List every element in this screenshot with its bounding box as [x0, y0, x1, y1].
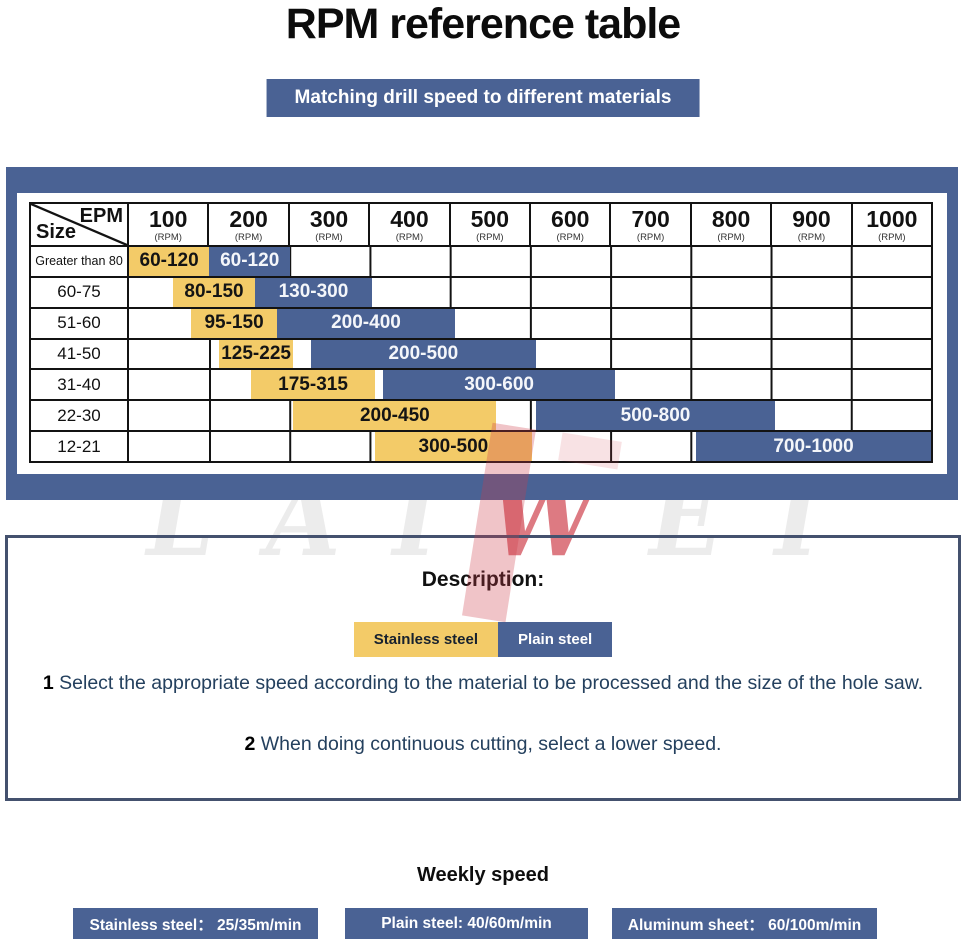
speed-bar-stainless: 80-150: [173, 277, 255, 307]
column-rpm-value: 700: [631, 206, 670, 232]
speed-bar-stainless: 175-315: [250, 370, 376, 400]
row-bars-area: 95-150 200-400: [129, 308, 931, 338]
column-header-700: 700 (RPM): [609, 204, 689, 245]
table-corner-cell: EPM Size: [31, 204, 129, 245]
column-rpm-unit: (RPM): [878, 232, 906, 243]
table-row-51-60: 51-60 95-150 200-400: [31, 308, 931, 340]
column-rpm-unit: (RPM): [315, 232, 343, 243]
speed-bar-stainless: 95-150: [190, 308, 278, 338]
column-header-800: 800 (RPM): [689, 204, 770, 245]
column-rpm-value: 900: [792, 206, 831, 232]
column-rpm-unit: (RPM): [395, 232, 424, 243]
speed-bar-plain: 300-600: [383, 370, 615, 400]
speed-bar-plain: 200-500: [311, 339, 536, 369]
legend: Stainless steel Plain steel: [8, 622, 958, 657]
weekly-speed-heading: Weekly speed: [417, 864, 549, 886]
table-row-41-50: 41-50 125-225 200-500: [31, 339, 931, 371]
subtitle-banner: Matching drill speed to different materi…: [266, 79, 700, 117]
row-size-label: 51-60: [31, 308, 129, 338]
table-body: Greater than 80 60-120 60-120 60-75 80-150 13…: [31, 247, 931, 462]
column-header-100: 100 (RPM): [129, 204, 207, 245]
column-rpm-unit: (RPM): [154, 232, 182, 243]
note-2-number: 2: [244, 733, 256, 755]
column-rpm-value: 600: [551, 206, 590, 232]
column-rpm-unit: (RPM): [797, 232, 826, 243]
row-bars-area: 125-225 200-500: [129, 339, 931, 369]
page-title: RPM reference table: [285, 0, 681, 48]
legend-chip-plain-steel: Plain steel: [498, 622, 613, 657]
column-rpm-value: 100: [149, 206, 188, 232]
column-rpm-value: 500: [470, 206, 510, 232]
weekly-chip-2: Plain steel: 40/60m/min: [345, 908, 588, 939]
description-box: Description: Stainless steel Plain steel…: [5, 535, 961, 801]
row-size-label: Greater than 80: [31, 247, 129, 276]
column-header-500: 500 (RPM): [448, 204, 529, 245]
table-row-60-75: 60-75 80-150 130-300: [31, 277, 931, 309]
column-header-300: 300 (RPM): [287, 204, 368, 245]
column-header-900: 900 (RPM): [770, 204, 850, 245]
table-row-greater-than-80: Greater than 80 60-120 60-120: [31, 247, 931, 278]
diagonal-divider-line: [31, 204, 127, 245]
corner-label-size: Size: [36, 221, 77, 243]
column-rpm-value: 200: [229, 206, 268, 232]
table-row-22-30: 22-30 200-450 500-800: [31, 401, 931, 433]
column-header-200: 200 (RPM): [207, 204, 287, 245]
legend-chip-stainless-steel: Stainless steel: [353, 622, 499, 657]
note-2: 2 When doing continuous cutting, select …: [8, 733, 958, 756]
weekly-chip-1: Stainless steel： 25/35m/min: [73, 908, 318, 939]
speed-bar-plain: 500-800: [536, 401, 775, 431]
note-1-number: 1: [42, 672, 54, 694]
column-rpm-unit: (RPM): [476, 232, 504, 243]
table-header-row: EPM Size 100 (RPM) 200 (RPM) 300 (RPM) 400 (RPM…: [31, 204, 931, 247]
column-header-1000: 1000 (RPM): [850, 204, 931, 245]
note-1-text: Select the appropriate speed according t…: [59, 672, 924, 694]
column-rpm-value: 800: [711, 206, 751, 232]
column-rpm-value: 1000: [866, 206, 918, 232]
row-size-label: 31-40: [31, 370, 129, 400]
row-bars-area: 175-315 300-600: [129, 370, 931, 400]
rpm-table-frame: EPM Size 100 (RPM) 200 (RPM) 300 (RPM) 400 (RPM…: [6, 167, 958, 500]
row-size-label: 12-21: [31, 432, 129, 462]
speed-bar-stainless: 200-450: [293, 401, 497, 431]
row-bars-area: 80-150 130-300: [129, 277, 931, 307]
speed-bar-stainless: 125-225: [218, 339, 294, 369]
column-rpm-unit: (RPM): [234, 232, 263, 243]
speed-bar-stainless: 60-120: [129, 247, 210, 276]
row-size-label: 22-30: [31, 401, 129, 431]
row-bars-area: 300-500 700-1000: [129, 432, 931, 462]
column-rpm-value: 300: [309, 206, 349, 232]
row-bars-area: 200-450 500-800: [129, 401, 931, 431]
row-bars-area: 60-120 60-120: [129, 247, 931, 276]
corner-label-epm: EPM: [79, 205, 123, 227]
speed-bar-plain: 60-120: [209, 247, 291, 276]
description-heading: Description:: [421, 568, 545, 591]
rpm-table: EPM Size 100 (RPM) 200 (RPM) 300 (RPM) 400 (RPM…: [29, 202, 933, 463]
weekly-speed-chips: Stainless steel： 25/35m/min Plain steel: …: [0, 908, 966, 939]
table-row-12-21: 12-21 300-500 700-1000: [31, 432, 931, 462]
column-rpm-unit: (RPM): [556, 232, 584, 243]
table-row-31-40: 31-40 175-315 300-600: [31, 370, 931, 402]
weekly-chip-3: Aluminum sheet： 60/100m/min: [612, 908, 877, 939]
column-header-400: 400 (RPM): [368, 204, 448, 245]
speed-bar-stainless: 300-500: [375, 432, 532, 462]
speed-bar-plain: 200-400: [277, 308, 455, 338]
column-rpm-unit: (RPM): [636, 232, 665, 243]
column-rpm-unit: (RPM): [717, 232, 745, 243]
note-1: 1 Select the appropriate speed according…: [8, 672, 958, 695]
speed-bar-plain: 130-300: [254, 277, 372, 307]
speed-bar-plain: 700-1000: [696, 432, 931, 462]
column-header-600: 600 (RPM): [529, 204, 609, 245]
row-size-label: 60-75: [31, 277, 129, 307]
note-2-text: When doing continuous cutting, select a …: [260, 733, 722, 755]
row-size-label: 41-50: [31, 339, 129, 369]
column-rpm-value: 400: [390, 206, 429, 232]
